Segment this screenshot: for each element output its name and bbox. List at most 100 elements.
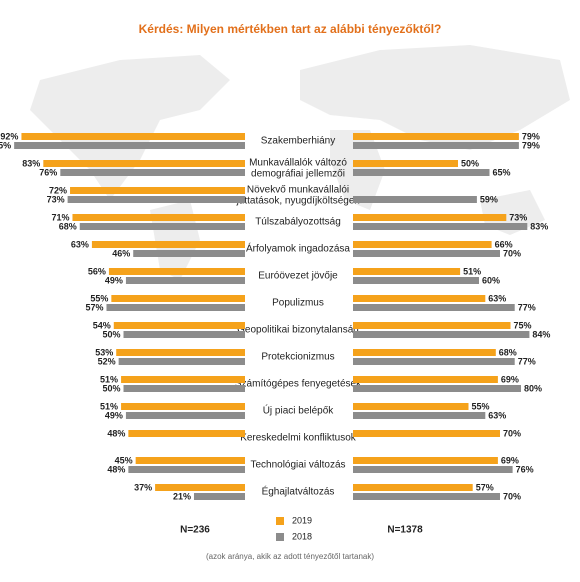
bar	[353, 160, 458, 167]
category-label: Kereskedelmi konfliktusok	[240, 433, 357, 444]
value-label: 57%	[85, 302, 103, 312]
bar	[353, 403, 469, 410]
category-label: Növekvő munkavállalói juttatások, nyugdíj…	[236, 184, 361, 206]
footnote: (azok aránya, akik az adott tényezőtől t…	[206, 552, 374, 561]
value-label: 73%	[47, 194, 65, 204]
bar	[14, 142, 246, 149]
bar	[128, 466, 245, 473]
bar	[353, 214, 507, 221]
value-label: 60%	[482, 275, 500, 285]
category-label: Euróövezet jövője	[258, 271, 338, 282]
bar	[106, 304, 246, 311]
value-label: 45%	[115, 455, 133, 465]
value-label: 54%	[93, 320, 111, 330]
value-label: 46%	[112, 248, 130, 258]
value-label: 79%	[522, 131, 540, 141]
bar	[353, 196, 477, 203]
bar	[353, 484, 473, 491]
value-label: 52%	[98, 356, 116, 366]
value-label: 83%	[530, 221, 548, 231]
bar	[353, 277, 479, 284]
value-label: 51%	[100, 401, 118, 411]
bar	[60, 169, 245, 176]
bar	[135, 457, 245, 464]
value-label: 84%	[532, 329, 550, 339]
legend-label: 2018	[292, 531, 312, 541]
value-label: 50%	[102, 383, 120, 393]
value-label: 68%	[59, 221, 77, 231]
value-label: 95%	[0, 140, 11, 150]
bar	[118, 358, 245, 365]
bar	[123, 385, 245, 392]
value-label: 63%	[71, 239, 89, 249]
value-label: 55%	[90, 293, 108, 303]
value-label: 48%	[107, 464, 125, 474]
value-label: 77%	[518, 356, 536, 366]
bar	[353, 457, 498, 464]
bar	[353, 133, 519, 140]
bar	[116, 349, 246, 356]
value-label: 70%	[503, 491, 521, 501]
bar	[353, 241, 492, 248]
bar	[353, 385, 521, 392]
value-label: 79%	[522, 140, 540, 150]
category-label: Technológiai változás	[250, 460, 345, 471]
bar	[133, 250, 245, 257]
value-label: 73%	[509, 212, 527, 222]
value-label: 70%	[503, 248, 521, 258]
value-label: 50%	[102, 329, 120, 339]
bar	[353, 322, 511, 329]
bar	[43, 160, 246, 167]
bar	[353, 430, 500, 437]
bar	[108, 268, 245, 275]
value-label: 63%	[488, 293, 506, 303]
bar	[121, 376, 245, 383]
bar	[193, 493, 245, 500]
value-label: 66%	[495, 239, 513, 249]
bar	[353, 295, 486, 302]
bar	[353, 412, 486, 419]
value-label: 72%	[49, 185, 67, 195]
bar	[353, 268, 461, 275]
value-label: 57%	[476, 482, 494, 492]
value-label: 69%	[501, 374, 519, 384]
bar	[353, 493, 500, 500]
value-label: 63%	[488, 410, 506, 420]
bar	[353, 376, 498, 383]
bar	[21, 133, 245, 140]
bar	[353, 358, 515, 365]
bar	[353, 466, 513, 473]
category-label: Árfolyamok ingadozása	[246, 242, 350, 255]
bar	[353, 304, 515, 311]
value-label: 49%	[105, 275, 123, 285]
category-label: Munkavállalók változó demográfiai jellemz…	[249, 157, 347, 179]
value-label: 51%	[463, 266, 481, 276]
value-label: 51%	[100, 374, 118, 384]
bar	[353, 250, 500, 257]
legend-swatch	[276, 517, 284, 525]
category-label: Populizmus	[272, 298, 324, 309]
bar	[353, 169, 490, 176]
bar	[128, 430, 245, 437]
bar	[155, 484, 245, 491]
legend-label: 2019	[292, 515, 312, 525]
value-label: 70%	[503, 428, 521, 438]
bar	[91, 241, 245, 248]
bar	[121, 403, 245, 410]
value-label: 50%	[461, 158, 479, 168]
value-label: 48%	[107, 428, 125, 438]
bar	[123, 331, 245, 338]
category-label: Geopolitikai bizonytalanság	[237, 325, 359, 336]
category-label: Számítógépes fenyegetések	[235, 379, 362, 390]
category-label: Szakemberhiány	[261, 136, 335, 147]
category-label: Új piaci belépők	[263, 404, 335, 417]
chart-title: Kérdés: Milyen mértékben tart az alábbi …	[139, 22, 442, 36]
legend-swatch	[276, 533, 284, 541]
bar	[353, 331, 530, 338]
bar	[113, 322, 245, 329]
value-label: 21%	[173, 491, 191, 501]
bar	[70, 187, 245, 194]
value-label: 37%	[134, 482, 152, 492]
value-label: 69%	[501, 455, 519, 465]
